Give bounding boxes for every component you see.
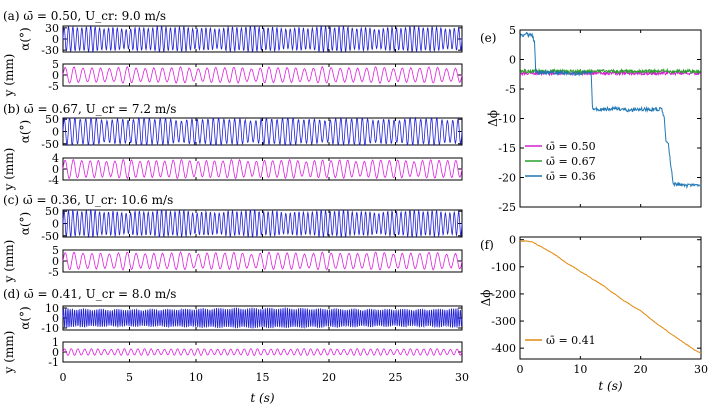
ytick-label: 0 [52,126,59,139]
ytick-label: 30 [45,22,59,35]
series-a-alpha [62,24,463,54]
legend-entry: ω̄ = 0.67 [546,155,596,168]
ytick-label: 0 [52,346,59,359]
x-axis-label: t (s) [250,391,274,405]
xtick-label: 20 [634,363,648,376]
series-b-alpha [62,116,463,147]
ytick-label: -4 [48,174,59,187]
ylabel-y: y (mm) [2,54,16,98]
ytick-label: -25 [498,201,516,214]
ytick-label: -5 [48,266,59,279]
ytick-label: -5 [505,83,516,96]
ylabel-alpha: α(°) [18,27,32,50]
ytick-label: 0 [52,312,59,325]
ytick-label: 0 [52,69,59,82]
xtick-label: 10 [189,371,203,384]
series-c-y [62,250,463,271]
ylabel-alpha: α(°) [18,212,32,235]
ytick-label: -400 [491,342,516,355]
xtick-label: 0 [60,371,67,384]
ytick-label: -200 [491,288,516,301]
xtick-label: 0 [517,363,524,376]
ylabel-e: Δϕ [486,110,500,127]
panel-title-a: (a) ω̄ = 0.50, U_cr: 9.0 m/s [3,9,166,23]
ylabel-y: y (mm) [2,148,16,192]
xtick-label: 10 [573,363,587,376]
panel-title-c: (c) ω̄ = 0.36, U_cr: 10.6 m/s [3,193,173,207]
ytick-label: 0 [509,234,516,247]
legend-entry: ω̄ = 0.41 [546,334,596,347]
ytick-label: 50 [45,113,59,126]
ytick-label: -30 [41,44,59,57]
series-b-y [62,158,463,180]
series-e-2 [519,31,702,190]
ylabel-y: y (mm) [2,240,16,284]
ytick-label: -5 [48,80,59,93]
ytick-label: -50 [41,138,59,151]
ytick-label: 10 [45,302,59,315]
series-f-0 [519,240,702,354]
xtick-label: 5 [126,371,133,384]
xtick-label: 30 [455,371,469,384]
ytick-label: 0 [52,33,59,46]
ytick-label: 1 [52,336,59,349]
series-c-alpha [62,208,463,239]
xtick-label: 20 [322,371,336,384]
ytick-label: -15 [498,142,516,155]
series-d-y [62,348,463,357]
ylabel-y: y (mm) [2,331,16,375]
ylabel-alpha: α(°) [18,306,32,329]
ytick-label: 0 [52,163,59,176]
ytick-label: 0 [509,54,516,67]
legend-entry: ω̄ = 0.50 [546,140,596,153]
ytick-label: -100 [491,261,516,274]
ytick-label: 5 [509,24,516,37]
ytick-label: 4 [52,152,59,165]
ylabel-alpha: α(°) [18,120,32,143]
ytick-label: -10 [498,113,516,126]
xtick-label: 30 [694,363,708,376]
ytick-label: -10 [41,322,59,335]
series-d-alpha [62,307,463,329]
ytick-label: -50 [41,230,59,243]
panel-label-f: (f) [480,238,494,252]
xlabel-f: t (s) [598,379,622,393]
xtick-label: 15 [256,371,270,384]
ytick-label: 5 [52,58,59,71]
ytick-label: -1 [48,356,59,369]
axes-f [519,236,702,360]
xtick-label: 25 [389,371,403,384]
series-a-y [62,66,463,85]
panel-title-d: (d) ω̄ = 0.41, U_cr = 8.0 m/s [3,287,176,301]
ytick-label: 5 [52,244,59,257]
ytick-label: -20 [498,172,516,185]
ytick-label: 50 [45,205,59,218]
panel-title-b: (b) ω̄ = 0.67, U_cr = 7.2 m/s [3,102,176,116]
ytick-label: 0 [52,255,59,268]
panel-label-e: (e) [480,31,496,45]
ytick-label: 0 [52,218,59,231]
ytick-label: -300 [491,315,516,328]
ylabel-f: Δϕ [479,290,493,307]
legend-entry: ω̄ = 0.36 [546,170,596,183]
